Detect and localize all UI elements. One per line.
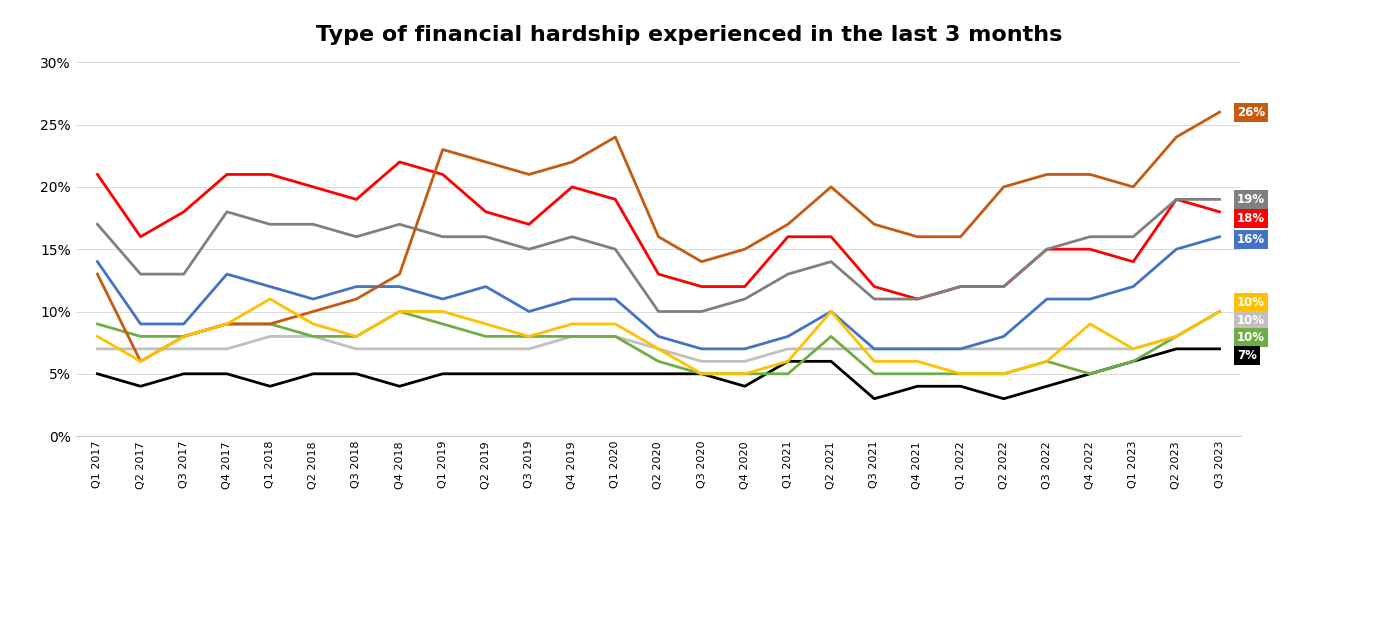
Text: 26%: 26% [1237,106,1265,118]
Text: 19%: 19% [1237,193,1265,206]
Text: 7%: 7% [1237,349,1256,361]
Text: 10%: 10% [1237,331,1265,344]
Text: 18%: 18% [1237,212,1265,224]
Text: 16%: 16% [1237,233,1265,245]
Text: 10%: 10% [1237,297,1265,309]
Text: 10%: 10% [1237,314,1265,326]
Text: Type of financial hardship experienced in the last 3 months: Type of financial hardship experienced i… [316,25,1063,45]
